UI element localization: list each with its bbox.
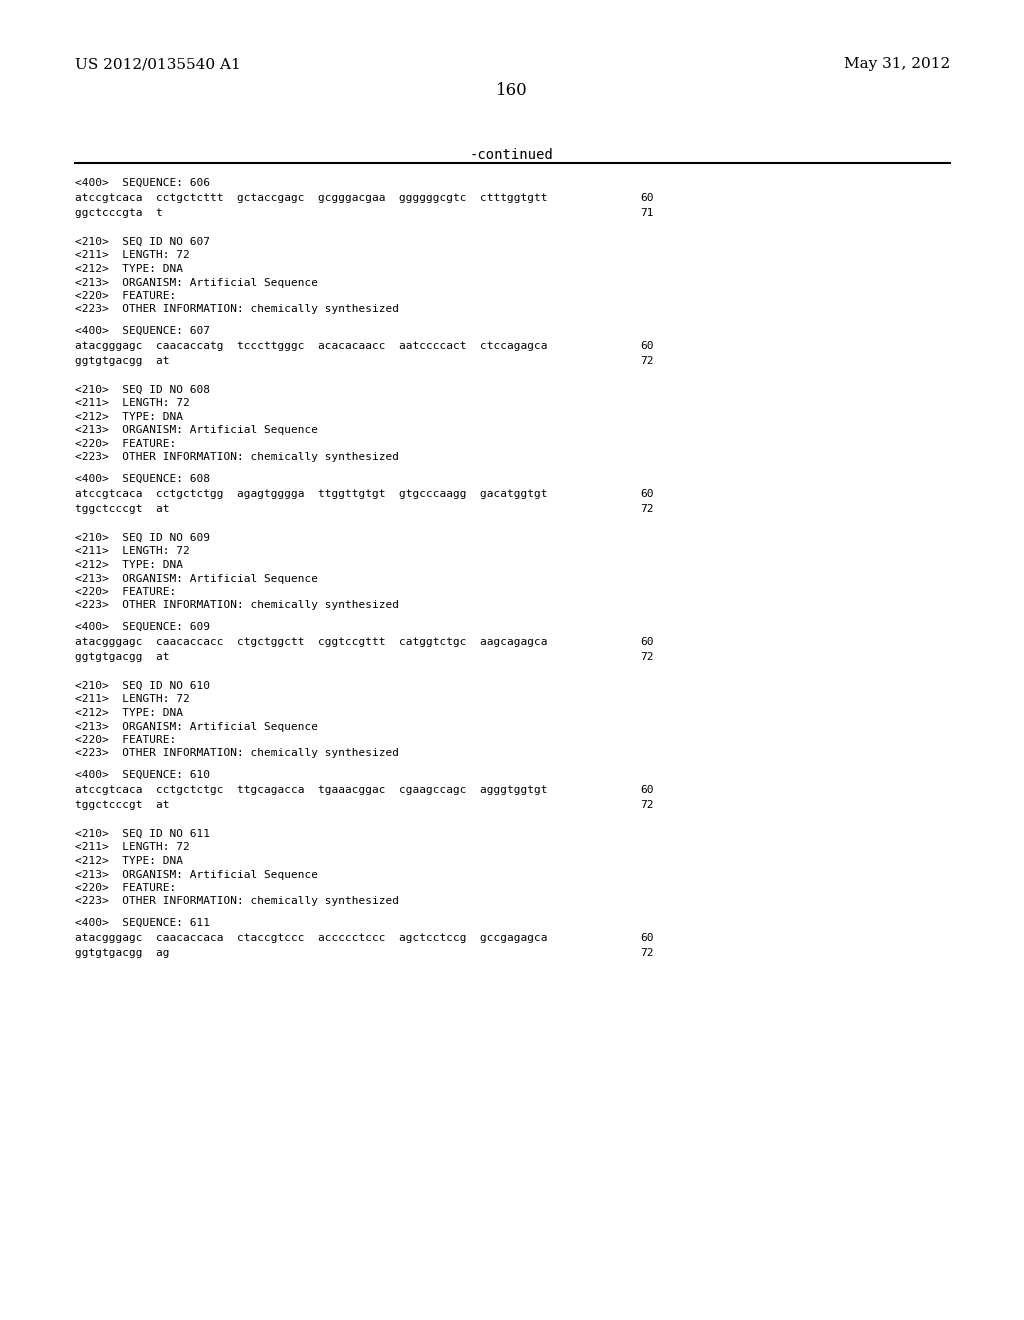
Text: 72: 72 [640, 504, 653, 513]
Text: <211>  LENGTH: 72: <211> LENGTH: 72 [75, 694, 189, 705]
Text: <210>  SEQ ID NO 610: <210> SEQ ID NO 610 [75, 681, 210, 690]
Text: <223>  OTHER INFORMATION: chemically synthesized: <223> OTHER INFORMATION: chemically synt… [75, 453, 399, 462]
Text: <210>  SEQ ID NO 609: <210> SEQ ID NO 609 [75, 533, 210, 543]
Text: tggctcccgt  at: tggctcccgt at [75, 800, 170, 810]
Text: <220>  FEATURE:: <220> FEATURE: [75, 735, 176, 744]
Text: ggtgtgacgg  ag: ggtgtgacgg ag [75, 948, 170, 958]
Text: <223>  OTHER INFORMATION: chemically synthesized: <223> OTHER INFORMATION: chemically synt… [75, 896, 399, 907]
Text: <400>  SEQUENCE: 608: <400> SEQUENCE: 608 [75, 474, 210, 484]
Text: <211>  LENGTH: 72: <211> LENGTH: 72 [75, 251, 189, 260]
Text: 60: 60 [640, 193, 653, 203]
Text: <223>  OTHER INFORMATION: chemically synthesized: <223> OTHER INFORMATION: chemically synt… [75, 601, 399, 610]
Text: <213>  ORGANISM: Artificial Sequence: <213> ORGANISM: Artificial Sequence [75, 573, 318, 583]
Text: <210>  SEQ ID NO 608: <210> SEQ ID NO 608 [75, 385, 210, 395]
Text: 160: 160 [496, 82, 528, 99]
Text: atacgggagc  caacaccatg  tcccttgggc  acacacaacc  aatccccact  ctccagagca: atacgggagc caacaccatg tcccttgggc acacaca… [75, 341, 548, 351]
Text: 60: 60 [640, 785, 653, 795]
Text: atccgtcaca  cctgctctgc  ttgcagacca  tgaaacggac  cgaagccagc  agggtggtgt: atccgtcaca cctgctctgc ttgcagacca tgaaacg… [75, 785, 548, 795]
Text: <400>  SEQUENCE: 611: <400> SEQUENCE: 611 [75, 917, 210, 928]
Text: <213>  ORGANISM: Artificial Sequence: <213> ORGANISM: Artificial Sequence [75, 722, 318, 731]
Text: 72: 72 [640, 800, 653, 810]
Text: <220>  FEATURE:: <220> FEATURE: [75, 883, 176, 894]
Text: US 2012/0135540 A1: US 2012/0135540 A1 [75, 57, 241, 71]
Text: 60: 60 [640, 638, 653, 647]
Text: 60: 60 [640, 341, 653, 351]
Text: <220>  FEATURE:: <220> FEATURE: [75, 440, 176, 449]
Text: tggctcccgt  at: tggctcccgt at [75, 504, 170, 513]
Text: <400>  SEQUENCE: 609: <400> SEQUENCE: 609 [75, 622, 210, 632]
Text: <212>  TYPE: DNA: <212> TYPE: DNA [75, 412, 183, 422]
Text: <211>  LENGTH: 72: <211> LENGTH: 72 [75, 546, 189, 557]
Text: 71: 71 [640, 209, 653, 218]
Text: -continued: -continued [470, 148, 554, 162]
Text: <213>  ORGANISM: Artificial Sequence: <213> ORGANISM: Artificial Sequence [75, 425, 318, 436]
Text: <212>  TYPE: DNA: <212> TYPE: DNA [75, 855, 183, 866]
Text: 60: 60 [640, 933, 653, 942]
Text: 72: 72 [640, 356, 653, 366]
Text: 72: 72 [640, 948, 653, 958]
Text: 72: 72 [640, 652, 653, 663]
Text: atacgggagc  caacaccacc  ctgctggctt  cggtccgttt  catggtctgc  aagcagagca: atacgggagc caacaccacc ctgctggctt cggtccg… [75, 638, 548, 647]
Text: <400>  SEQUENCE: 610: <400> SEQUENCE: 610 [75, 770, 210, 780]
Text: <220>  FEATURE:: <220> FEATURE: [75, 290, 176, 301]
Text: <213>  ORGANISM: Artificial Sequence: <213> ORGANISM: Artificial Sequence [75, 870, 318, 879]
Text: <210>  SEQ ID NO 607: <210> SEQ ID NO 607 [75, 238, 210, 247]
Text: ggctcccgta  t: ggctcccgta t [75, 209, 163, 218]
Text: atacgggagc  caacaccaca  ctaccgtccc  accccctccc  agctcctccg  gccgagagca: atacgggagc caacaccaca ctaccgtccc accccct… [75, 933, 548, 942]
Text: <211>  LENGTH: 72: <211> LENGTH: 72 [75, 399, 189, 408]
Text: <223>  OTHER INFORMATION: chemically synthesized: <223> OTHER INFORMATION: chemically synt… [75, 305, 399, 314]
Text: <210>  SEQ ID NO 611: <210> SEQ ID NO 611 [75, 829, 210, 840]
Text: <212>  TYPE: DNA: <212> TYPE: DNA [75, 708, 183, 718]
Text: atccgtcaca  cctgctctgg  agagtgggga  ttggttgtgt  gtgcccaagg  gacatggtgt: atccgtcaca cctgctctgg agagtgggga ttggttg… [75, 488, 548, 499]
Text: <212>  TYPE: DNA: <212> TYPE: DNA [75, 264, 183, 275]
Text: <220>  FEATURE:: <220> FEATURE: [75, 587, 176, 597]
Text: ggtgtgacgg  at: ggtgtgacgg at [75, 652, 170, 663]
Text: <212>  TYPE: DNA: <212> TYPE: DNA [75, 560, 183, 570]
Text: <213>  ORGANISM: Artificial Sequence: <213> ORGANISM: Artificial Sequence [75, 277, 318, 288]
Text: 60: 60 [640, 488, 653, 499]
Text: <400>  SEQUENCE: 607: <400> SEQUENCE: 607 [75, 326, 210, 337]
Text: ggtgtgacgg  at: ggtgtgacgg at [75, 356, 170, 366]
Text: <400>  SEQUENCE: 606: <400> SEQUENCE: 606 [75, 178, 210, 187]
Text: <211>  LENGTH: 72: <211> LENGTH: 72 [75, 842, 189, 853]
Text: <223>  OTHER INFORMATION: chemically synthesized: <223> OTHER INFORMATION: chemically synt… [75, 748, 399, 759]
Text: May 31, 2012: May 31, 2012 [844, 57, 950, 71]
Text: atccgtcaca  cctgctcttt  gctaccgagc  gcgggacgaa  ggggggcgtc  ctttggtgtt: atccgtcaca cctgctcttt gctaccgagc gcgggac… [75, 193, 548, 203]
